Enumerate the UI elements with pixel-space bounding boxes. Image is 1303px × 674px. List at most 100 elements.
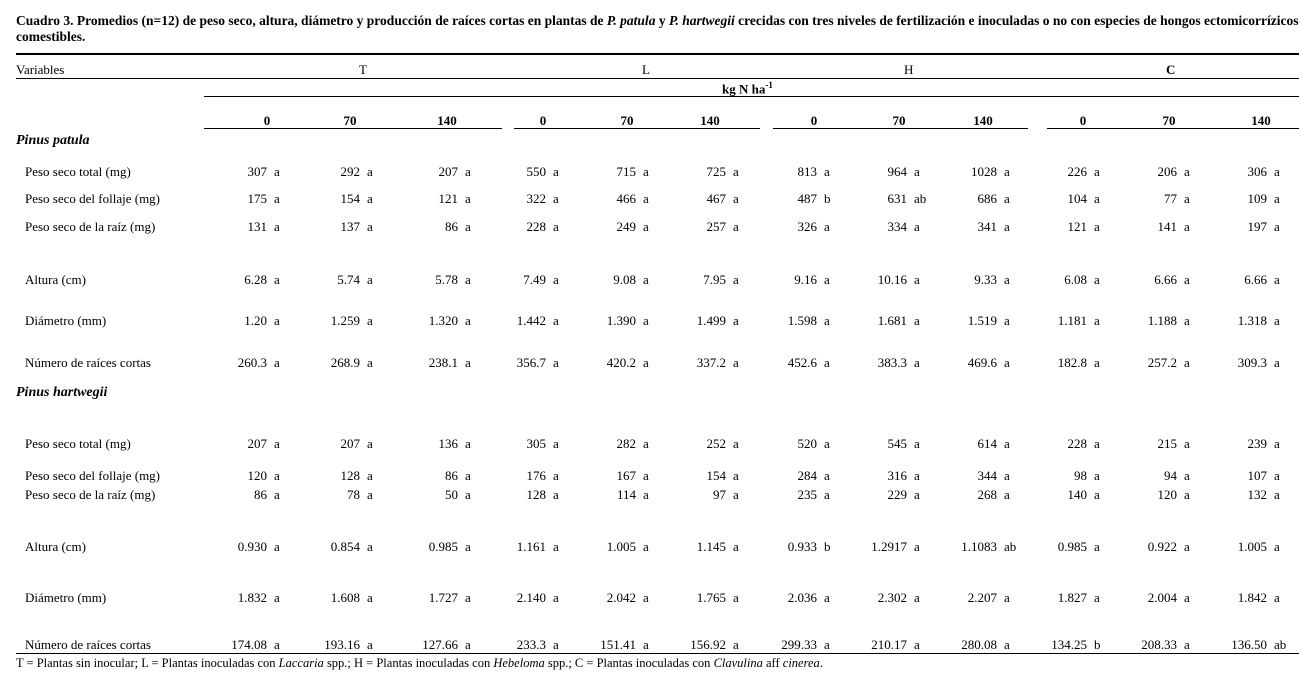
cell-value: 1.499 — [696, 313, 726, 328]
cell-letter: a — [367, 355, 373, 370]
cell-value: 268 — [977, 487, 998, 502]
cell-value: 1.259 — [330, 313, 360, 328]
cell-letter: a — [1184, 191, 1190, 206]
cell-value: 2.140 — [516, 590, 546, 605]
cell-letter: a — [465, 219, 471, 234]
cell-letter: a — [914, 272, 920, 287]
cell-value: 520 — [797, 436, 818, 451]
cell-letter: a — [367, 539, 373, 554]
cell-value: 631 — [887, 191, 908, 206]
row-label: Peso seco total (mg) — [25, 436, 131, 451]
cell-value: 167 — [616, 468, 637, 483]
level-header: 70 — [343, 113, 357, 128]
cell-value: 252 — [706, 436, 727, 451]
cell-letter: a — [553, 191, 559, 206]
cell-value: 182.8 — [1057, 355, 1087, 370]
cell-value: 1.598 — [787, 313, 817, 328]
cell-value: 207 — [438, 164, 459, 179]
cell-letter: a — [914, 539, 920, 554]
cell-letter: a — [465, 590, 471, 605]
cell-value: 210.17 — [871, 637, 907, 652]
cell-value: 9.16 — [794, 272, 817, 287]
cell-letter: a — [914, 313, 920, 328]
cell-value: 107 — [1247, 468, 1268, 483]
cell-value: 344 — [977, 468, 998, 483]
cell-letter: a — [914, 487, 920, 502]
cell-value: 1.145 — [696, 539, 726, 554]
cell-letter: b — [824, 191, 831, 206]
cell-value: 128 — [526, 487, 547, 502]
cell-value: 156.92 — [690, 637, 726, 652]
footnote-part-2: spp.; H = Plantas inoculadas con — [323, 656, 494, 670]
cell-letter: a — [465, 313, 471, 328]
cell-letter: a — [643, 539, 649, 554]
level-header: 0 — [263, 113, 271, 128]
cell-letter: a — [1004, 487, 1010, 502]
caption-tail: crecidas con tres niveles de fertilizaci… — [16, 13, 1299, 44]
cell-letter: a — [274, 272, 280, 287]
cell-letter: a — [367, 219, 373, 234]
level-header: 0 — [810, 113, 818, 128]
cell-letter: a — [1184, 539, 1190, 554]
unit-rule — [204, 96, 1299, 97]
cell-letter: a — [274, 164, 280, 179]
group-header-c: C — [1166, 62, 1175, 78]
cell-letter: a — [733, 637, 739, 652]
cell-letter: a — [274, 637, 280, 652]
cell-value: 1.2917 — [871, 539, 907, 554]
cell-value: 813 — [797, 164, 818, 179]
cell-letter: a — [553, 313, 559, 328]
cell-value: 50 — [445, 487, 458, 502]
cell-letter: a — [367, 637, 373, 652]
cell-value: 249 — [616, 219, 637, 234]
cell-value: 257 — [706, 219, 727, 234]
section-title: Pinus patula — [16, 133, 90, 148]
cell-letter: a — [367, 590, 373, 605]
cell-value: 141 — [1157, 219, 1178, 234]
cell-value: 307 — [247, 164, 268, 179]
cell-letter: a — [1184, 313, 1190, 328]
level-header: 70 — [620, 113, 634, 128]
cell-value: 78 — [347, 487, 360, 502]
cell-letter: a — [824, 219, 830, 234]
cell-value: 1.608 — [330, 590, 360, 605]
cell-letter: a — [824, 590, 830, 605]
cell-letter: a — [553, 436, 559, 451]
cell-value: 137 — [340, 219, 361, 234]
cell-letter: a — [824, 164, 830, 179]
cell-value: 964 — [887, 164, 908, 179]
row-label: Número de raíces cortas — [25, 355, 151, 370]
cell-value: 176 — [526, 468, 547, 483]
cell-letter: a — [1274, 539, 1280, 554]
cell-value: 487 — [797, 191, 818, 206]
cell-value: 120 — [1157, 487, 1178, 502]
cell-letter: a — [1094, 272, 1100, 287]
cell-value: 1028 — [971, 164, 997, 179]
cell-value: 215 — [1157, 436, 1178, 451]
cell-value: 306 — [1247, 164, 1268, 179]
cell-letter: a — [733, 539, 739, 554]
level-header: 70 — [892, 113, 906, 128]
level-header: 0 — [1079, 113, 1087, 128]
cell-value: 175 — [247, 191, 268, 206]
cell-value: 257.2 — [1147, 355, 1177, 370]
footnote-part-5: . — [819, 656, 823, 670]
cell-letter: a — [733, 487, 739, 502]
row-label: Peso seco de la raíz (mg) — [25, 487, 156, 502]
cell-letter: a — [733, 272, 739, 287]
cell-letter: a — [553, 590, 559, 605]
cell-value: 1.005 — [606, 539, 636, 554]
cell-letter: a — [1184, 436, 1190, 451]
cell-value: 104 — [1067, 191, 1088, 206]
cell-letter: a — [1184, 468, 1190, 483]
cell-letter: a — [274, 355, 280, 370]
cell-value: 2.042 — [606, 590, 636, 605]
variables-header: Variables — [16, 62, 65, 77]
cell-letter: a — [1274, 487, 1280, 502]
cell-letter: a — [553, 164, 559, 179]
cell-value: 0.854 — [330, 539, 360, 554]
cell-value: 206 — [1157, 164, 1178, 179]
level-header: 140 — [1251, 113, 1271, 128]
caption-mid: y — [655, 13, 669, 28]
header-rule-1 — [16, 78, 1299, 79]
